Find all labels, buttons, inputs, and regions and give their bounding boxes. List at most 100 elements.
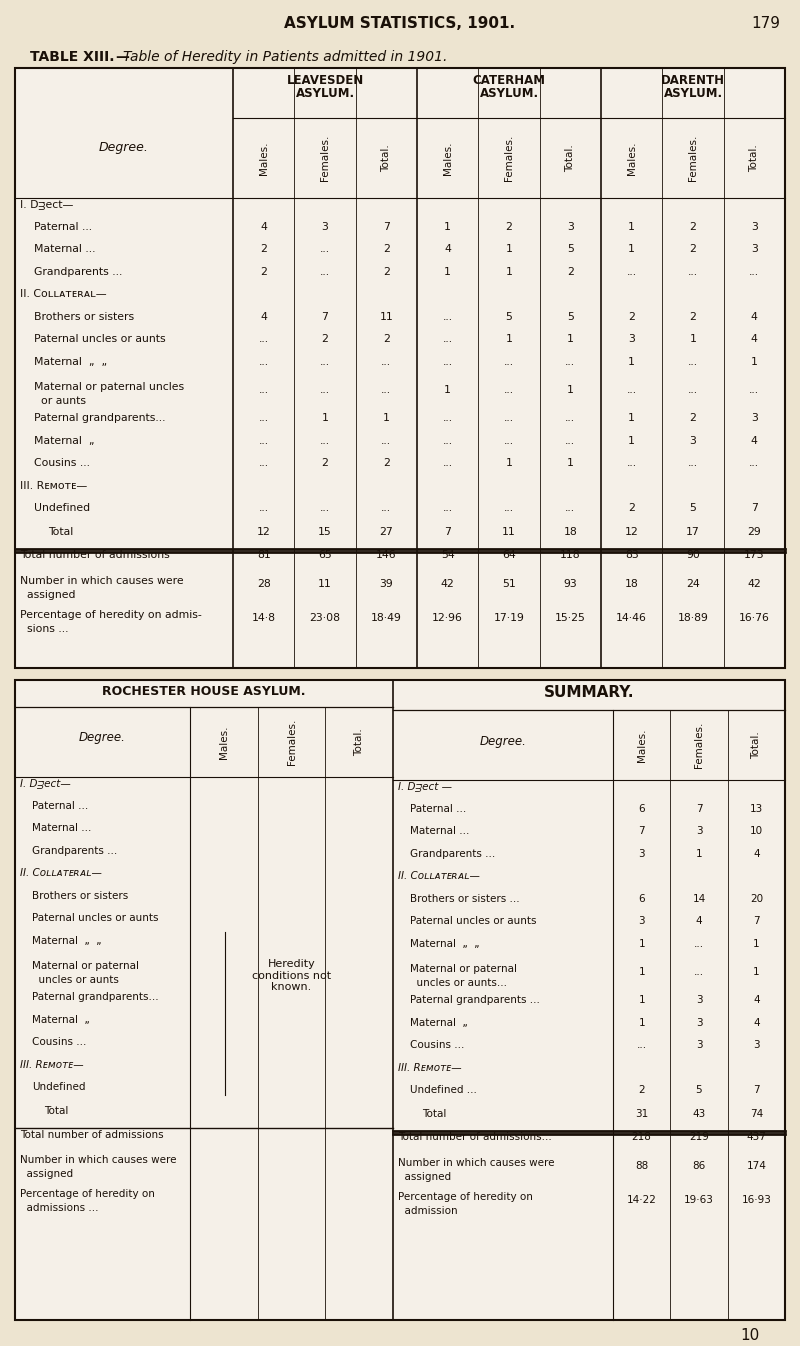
Text: 20: 20 xyxy=(750,894,763,903)
Text: 24: 24 xyxy=(686,579,700,588)
Text: 1: 1 xyxy=(383,413,390,423)
Text: 14·22: 14·22 xyxy=(626,1195,657,1205)
Text: 4: 4 xyxy=(751,436,758,446)
Text: ...: ... xyxy=(694,966,704,977)
Text: 2: 2 xyxy=(383,244,390,254)
Text: Females.: Females. xyxy=(504,135,514,182)
Text: 88: 88 xyxy=(635,1160,648,1171)
Text: 12·96: 12·96 xyxy=(432,612,463,623)
Text: 1: 1 xyxy=(506,244,513,254)
Text: 11: 11 xyxy=(502,526,516,537)
Text: uncles or aunts...: uncles or aunts... xyxy=(410,979,507,988)
Text: Total: Total xyxy=(44,1106,68,1116)
Text: Percentage of heredity on: Percentage of heredity on xyxy=(398,1191,533,1202)
Text: 1: 1 xyxy=(638,995,645,1005)
Text: CATERHAM: CATERHAM xyxy=(473,74,546,87)
Text: Females.: Females. xyxy=(688,135,698,182)
Text: II. Cᴏʟʟᴀᴛᴇʀᴀʟ—: II. Cᴏʟʟᴀᴛᴇʀᴀʟ— xyxy=(20,289,106,299)
Text: 16·76: 16·76 xyxy=(739,612,770,623)
Text: Cousins ...: Cousins ... xyxy=(410,1040,464,1050)
Text: 4: 4 xyxy=(260,312,267,322)
Text: 219: 219 xyxy=(689,1132,709,1143)
Text: 5: 5 xyxy=(690,503,697,513)
Text: 179: 179 xyxy=(751,16,780,31)
Text: 4: 4 xyxy=(260,222,267,232)
Text: 51: 51 xyxy=(502,579,516,588)
Text: 437: 437 xyxy=(746,1132,766,1143)
Text: Females.: Females. xyxy=(286,719,297,765)
Text: ...: ... xyxy=(504,503,514,513)
Text: 23·08: 23·08 xyxy=(310,612,341,623)
Text: Paternal uncles or aunts: Paternal uncles or aunts xyxy=(32,913,158,923)
Text: 11: 11 xyxy=(379,312,394,322)
Text: ...: ... xyxy=(688,357,698,366)
Text: 2: 2 xyxy=(628,312,635,322)
Text: 4: 4 xyxy=(753,995,760,1005)
Text: 12: 12 xyxy=(625,526,638,537)
Text: III. Rᴇᴍᴏᴛᴇ—: III. Rᴇᴍᴏᴛᴇ— xyxy=(20,1059,84,1070)
Text: ...: ... xyxy=(566,357,575,366)
Text: Grandparents ...: Grandparents ... xyxy=(32,845,118,856)
Text: 5: 5 xyxy=(696,1085,702,1096)
Text: 10: 10 xyxy=(750,826,763,836)
Text: 3: 3 xyxy=(638,917,645,926)
Text: III. Rᴇᴍᴏᴛᴇ—: III. Rᴇᴍᴏᴛᴇ— xyxy=(398,1063,462,1073)
Text: 1: 1 xyxy=(506,334,513,345)
Text: 19·63: 19·63 xyxy=(684,1195,714,1205)
Text: 4: 4 xyxy=(696,917,702,926)
Text: Paternal grandparents ...: Paternal grandparents ... xyxy=(410,995,540,1005)
Text: ...: ... xyxy=(626,458,637,468)
Text: 174: 174 xyxy=(746,1160,766,1171)
Text: 2: 2 xyxy=(506,222,513,232)
Text: 2: 2 xyxy=(567,267,574,277)
Text: Females.: Females. xyxy=(694,721,704,769)
Text: Percentage of heredity on admis-: Percentage of heredity on admis- xyxy=(20,610,202,619)
Text: II. Cᴏʟʟᴀᴛᴇʀᴀʟ—: II. Cᴏʟʟᴀᴛᴇʀᴀʟ— xyxy=(20,868,102,878)
Text: 3: 3 xyxy=(567,222,574,232)
Text: ...: ... xyxy=(320,385,330,394)
Text: 3: 3 xyxy=(753,1040,760,1050)
Text: Maternal or paternal uncles: Maternal or paternal uncles xyxy=(34,382,184,392)
Text: ...: ... xyxy=(504,413,514,423)
Text: Males.: Males. xyxy=(258,141,269,175)
Text: Maternal ...: Maternal ... xyxy=(410,826,470,836)
Text: 2: 2 xyxy=(260,244,267,254)
Text: ...: ... xyxy=(320,436,330,446)
Text: 2: 2 xyxy=(383,334,390,345)
Text: Maternal  „: Maternal „ xyxy=(34,436,94,446)
Text: 7: 7 xyxy=(638,826,645,836)
Text: Males.: Males. xyxy=(442,141,453,175)
Text: 7: 7 xyxy=(753,1085,760,1096)
Text: DARENTH: DARENTH xyxy=(661,74,725,87)
Text: 1: 1 xyxy=(628,413,635,423)
Text: 93: 93 xyxy=(563,579,578,588)
Text: ...: ... xyxy=(258,436,269,446)
Text: 18: 18 xyxy=(563,526,578,537)
Text: 1: 1 xyxy=(628,357,635,366)
Text: 15: 15 xyxy=(318,526,332,537)
Text: 118: 118 xyxy=(560,551,581,560)
Text: 6: 6 xyxy=(638,804,645,814)
Text: Number in which causes were: Number in which causes were xyxy=(398,1158,554,1168)
Text: Brothers or sisters ...: Brothers or sisters ... xyxy=(410,894,520,903)
Text: 4: 4 xyxy=(751,312,758,322)
Text: Degree.: Degree. xyxy=(79,731,126,744)
Text: 1: 1 xyxy=(753,966,760,977)
Text: ...: ... xyxy=(382,357,391,366)
Text: TABLE XIII.: TABLE XIII. xyxy=(30,50,114,65)
Text: 3: 3 xyxy=(751,244,758,254)
Text: ...: ... xyxy=(442,458,453,468)
Text: 14·46: 14·46 xyxy=(616,612,647,623)
Text: 2: 2 xyxy=(690,222,697,232)
Text: ...: ... xyxy=(504,357,514,366)
Text: Maternal  „: Maternal „ xyxy=(410,1018,468,1028)
Bar xyxy=(15,680,785,1320)
Text: 1: 1 xyxy=(506,267,513,277)
Text: —: — xyxy=(115,50,129,65)
Text: 1: 1 xyxy=(638,938,645,949)
Text: 1: 1 xyxy=(567,458,574,468)
Text: assigned: assigned xyxy=(20,1168,73,1179)
Text: ...: ... xyxy=(382,436,391,446)
Text: 42: 42 xyxy=(747,579,762,588)
Text: ...: ... xyxy=(750,385,759,394)
